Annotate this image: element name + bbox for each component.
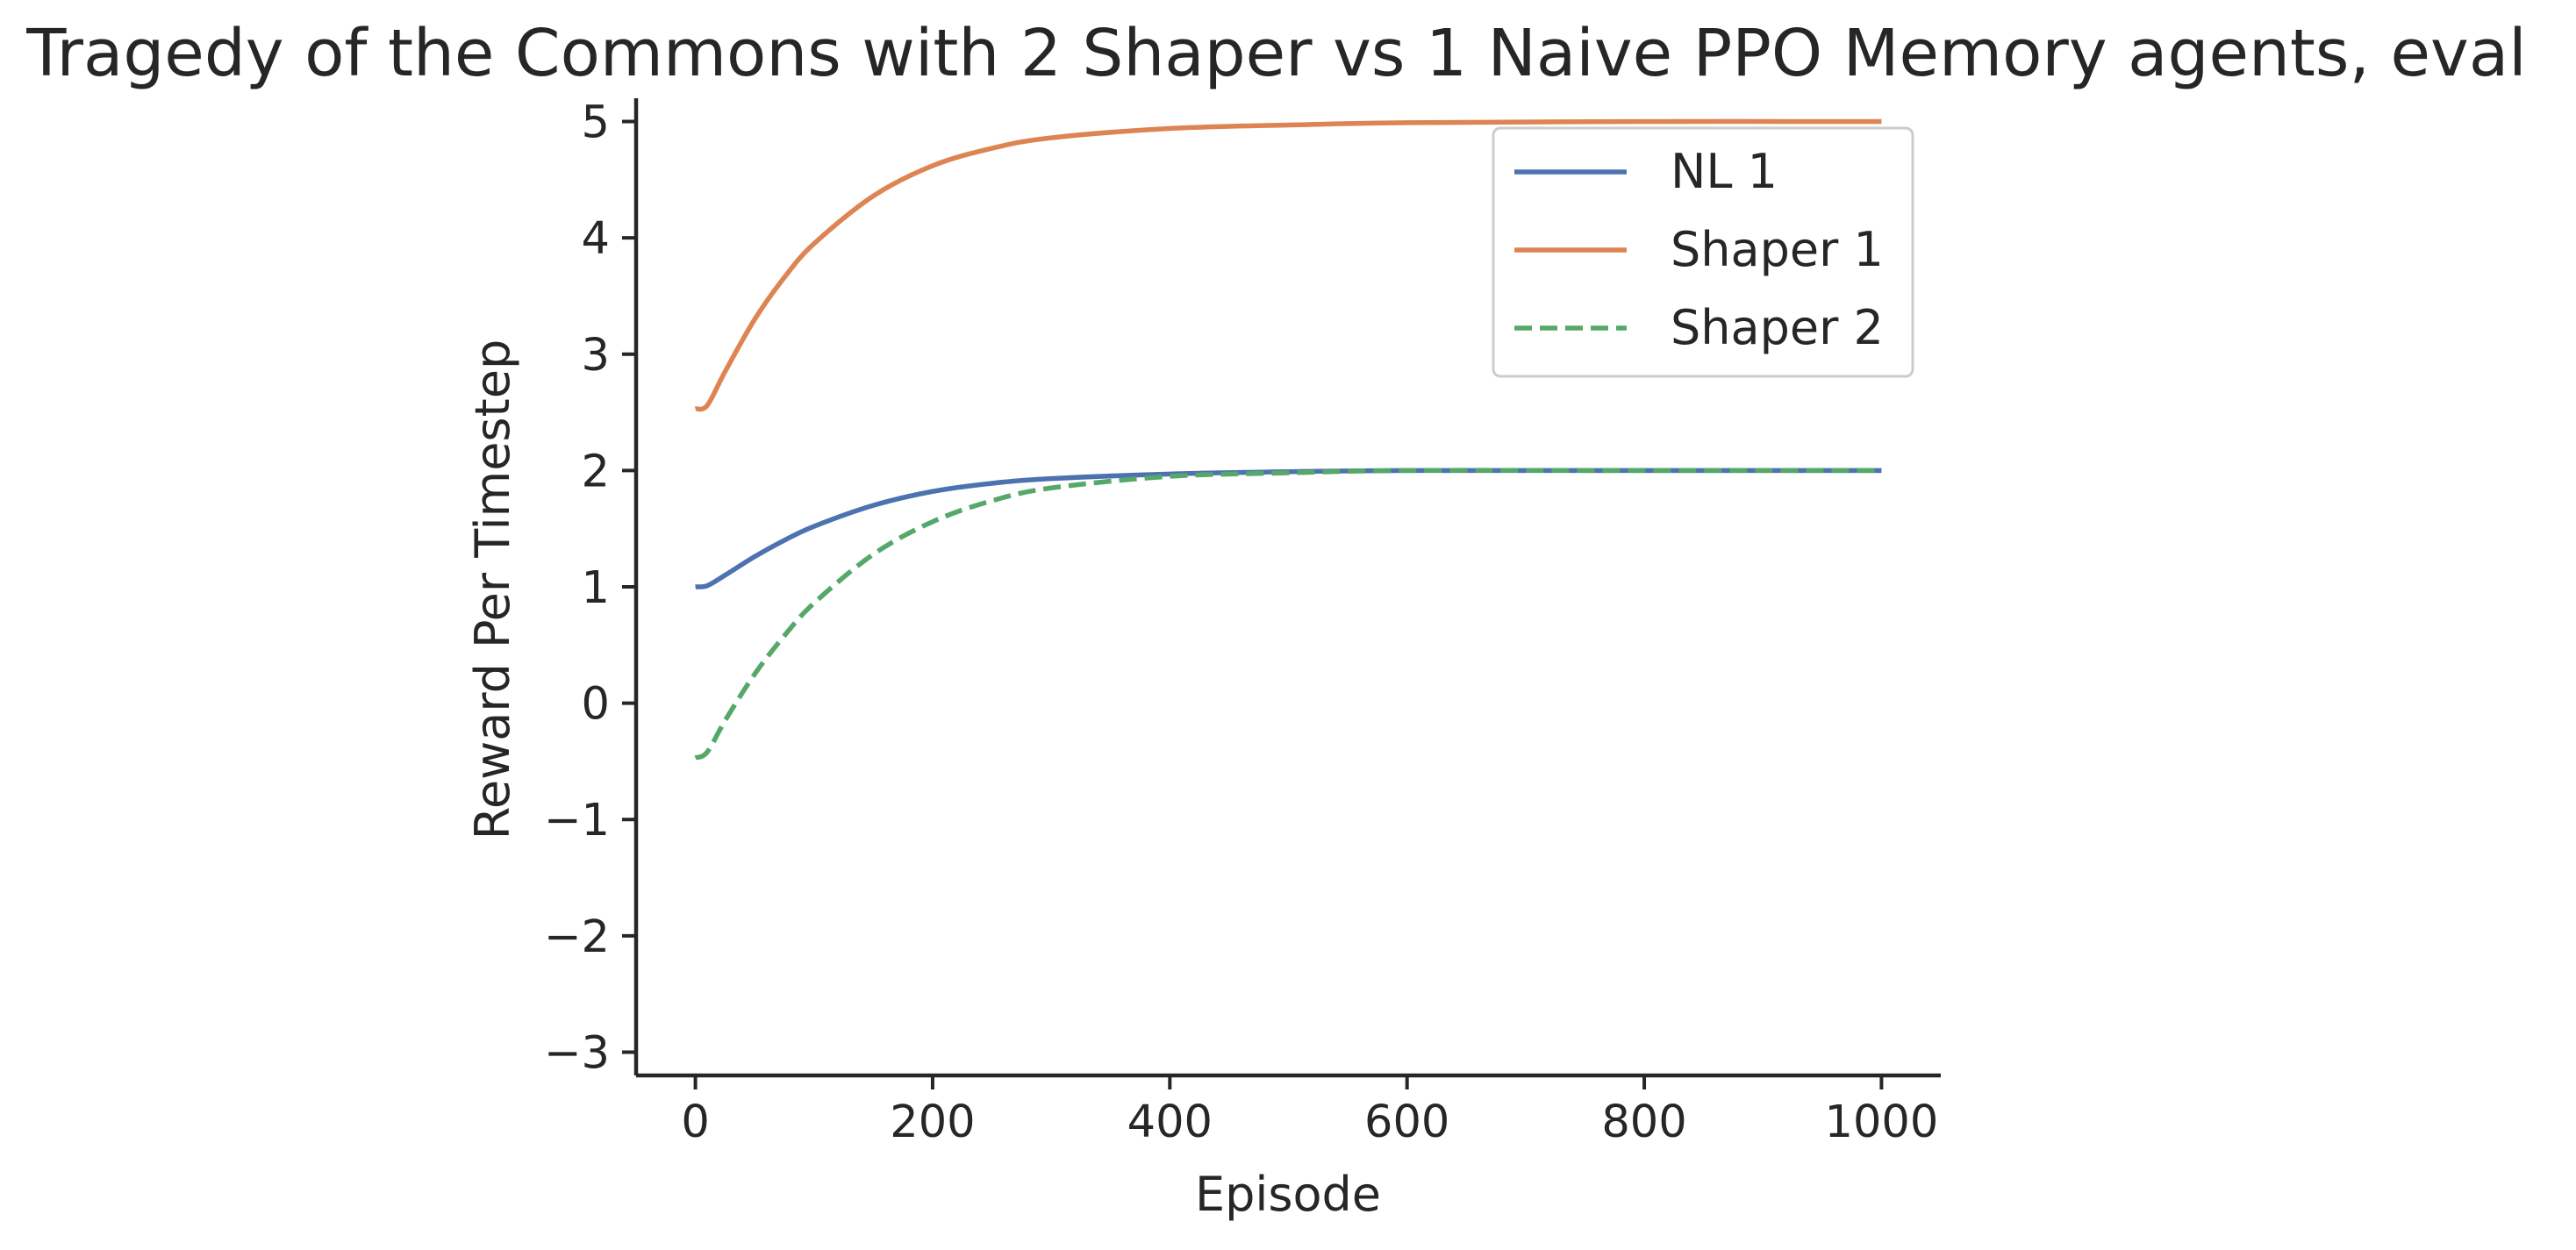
legend: NL 1 Shaper 1 Shaper 2: [1492, 126, 1914, 378]
series-line-shaper-1: [694, 118, 1882, 412]
y-axis-label: Reward Per Timestep: [465, 339, 520, 839]
y-tick-label: 4: [582, 213, 610, 265]
x-axis-label: Episode: [1195, 1167, 1381, 1222]
y-tick-label: −3: [544, 1027, 610, 1079]
y-tick-label: −1: [544, 795, 610, 846]
x-tick-label: 800: [1601, 1096, 1686, 1148]
y-tick-label: 3: [582, 330, 610, 382]
x-tick-label: 600: [1364, 1096, 1449, 1148]
axes: 0 200 400 600 800 1000 −3 −2 −1 0 1 2 3 4 5: [544, 97, 1941, 1148]
legend-label-shaper-1: Shaper 1: [1671, 222, 1884, 277]
y-tick-label: 1: [582, 562, 610, 614]
y-tick-label: 0: [582, 679, 610, 731]
series-layer: [694, 118, 1882, 761]
series-line-nl-1: [695, 468, 1882, 589]
legend-label-shaper-2: Shaper 2: [1671, 300, 1884, 355]
legend-box: [1492, 126, 1914, 378]
series-line-shaper-2: [694, 468, 1882, 761]
chart-title: Tragedy of the Commons with 2 Shaper vs …: [25, 16, 2527, 91]
x-tick-label: 400: [1127, 1096, 1213, 1148]
legend-label-nl-1: NL 1: [1671, 144, 1778, 199]
y-tick-label: 2: [582, 446, 610, 497]
x-tick-label: 0: [681, 1096, 709, 1148]
x-tick-label: 1000: [1825, 1096, 1939, 1148]
y-tick-label: 5: [582, 97, 610, 149]
x-tick-label: 200: [890, 1096, 975, 1148]
y-tick-label: −2: [544, 911, 610, 963]
